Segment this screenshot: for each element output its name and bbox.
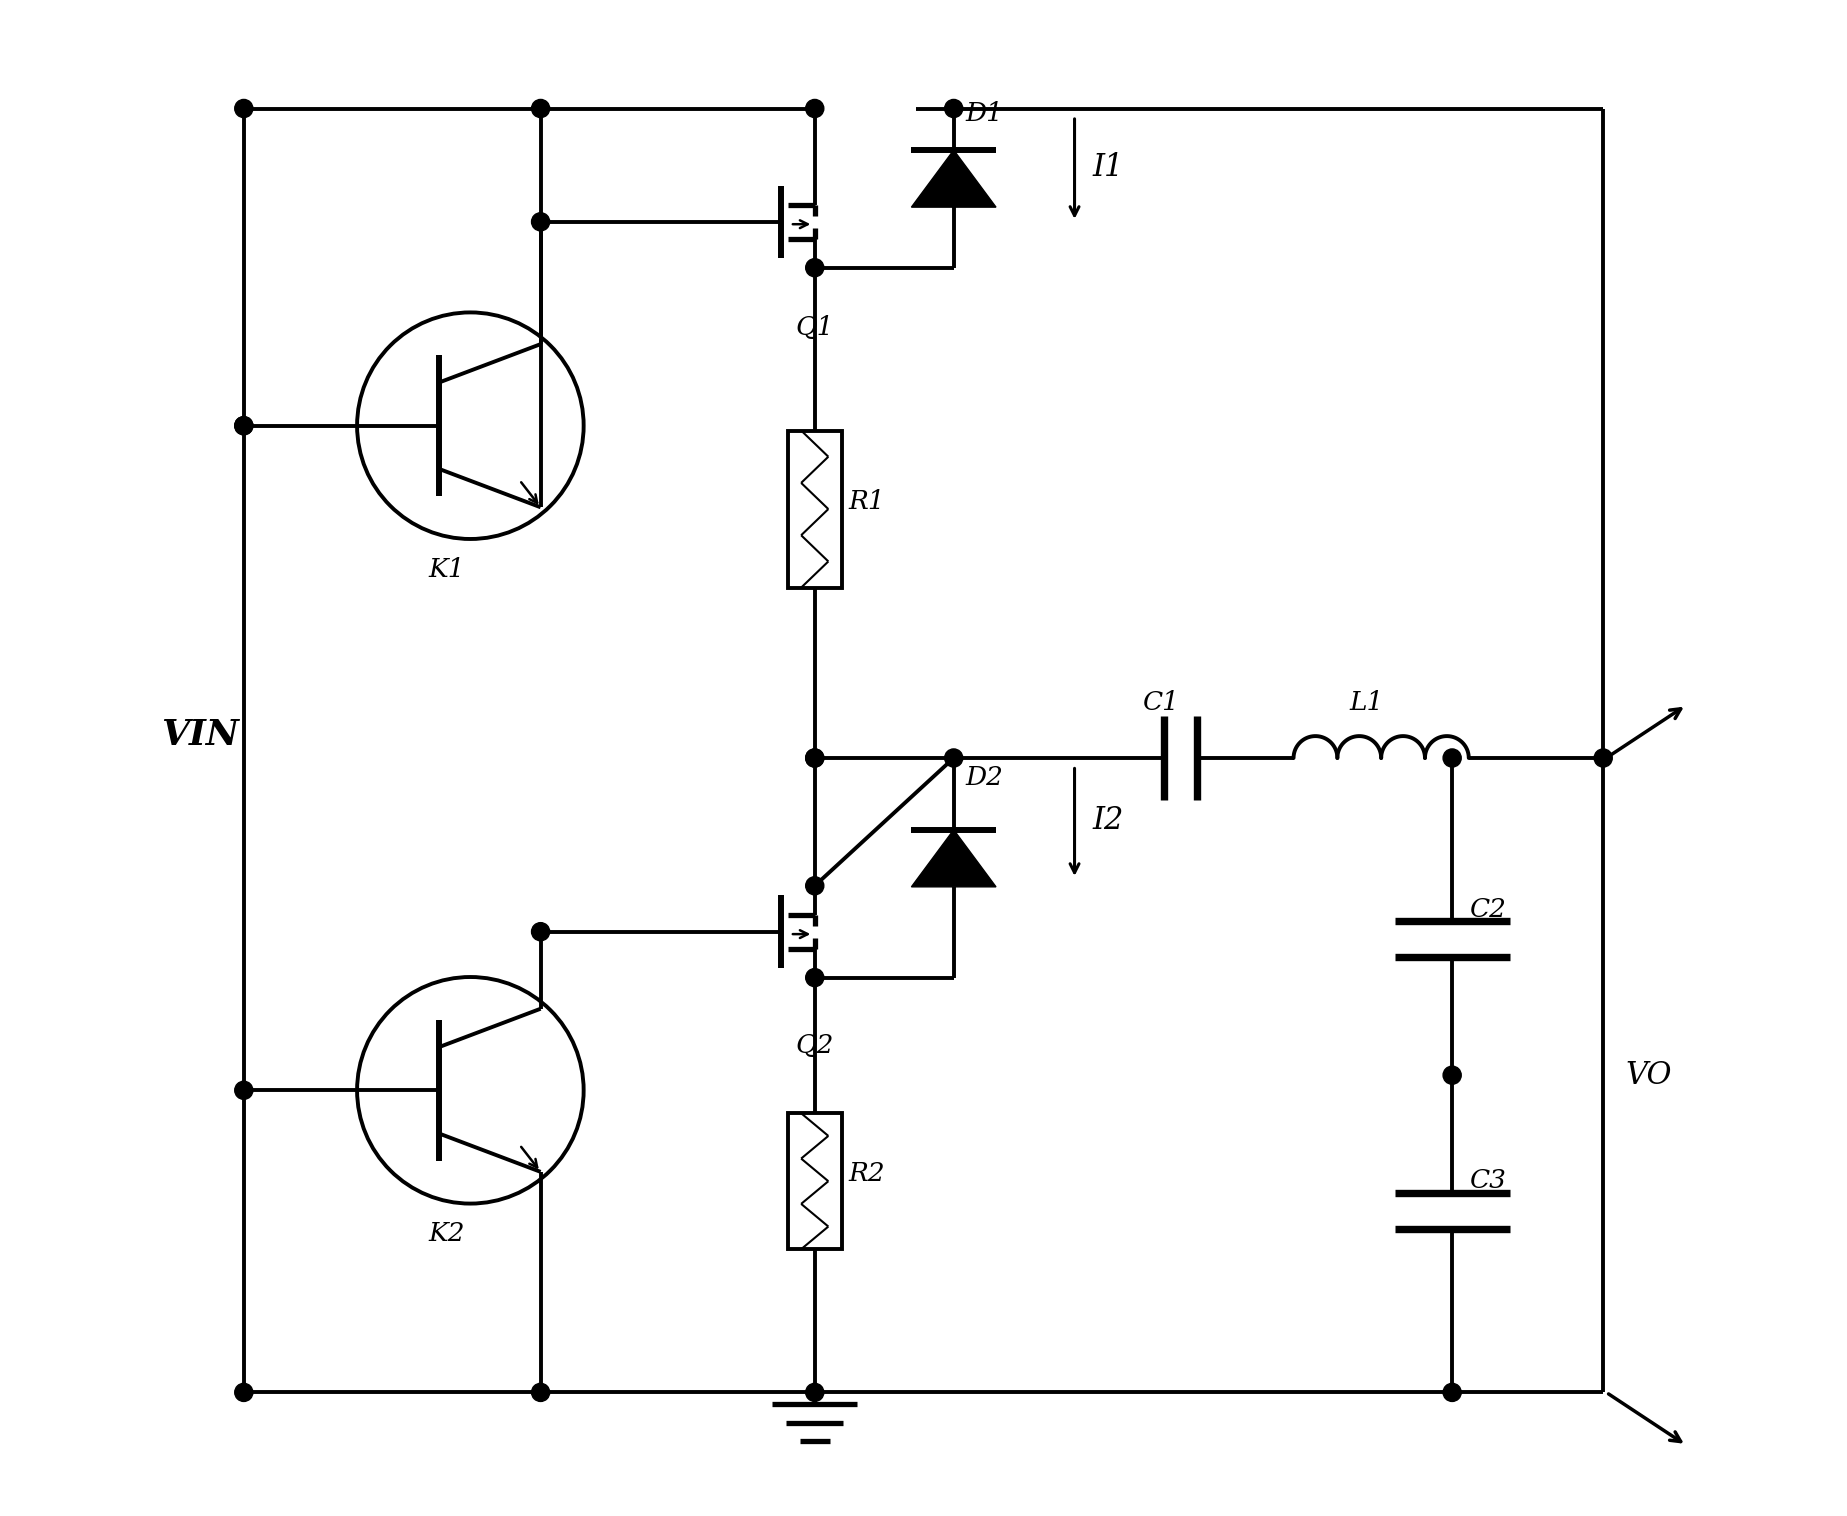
Circle shape — [805, 749, 824, 767]
Text: R1: R1 — [848, 490, 885, 514]
Circle shape — [235, 1081, 253, 1099]
Circle shape — [805, 100, 824, 118]
Text: C1: C1 — [1143, 690, 1180, 714]
Circle shape — [532, 100, 550, 118]
Text: D2: D2 — [966, 766, 1003, 790]
Text: Q2: Q2 — [794, 1032, 833, 1058]
Text: I2: I2 — [1093, 805, 1125, 835]
Circle shape — [235, 100, 253, 118]
Text: C3: C3 — [1470, 1169, 1507, 1193]
Polygon shape — [911, 150, 996, 208]
Circle shape — [1594, 749, 1612, 767]
Circle shape — [532, 923, 550, 941]
Text: D1: D1 — [966, 100, 1003, 126]
Circle shape — [805, 259, 824, 277]
Circle shape — [1443, 749, 1461, 767]
Text: I1: I1 — [1093, 153, 1125, 183]
Text: R2: R2 — [848, 1161, 885, 1186]
Circle shape — [944, 749, 962, 767]
Bar — [787, 1113, 842, 1249]
Circle shape — [805, 969, 824, 987]
Circle shape — [532, 212, 550, 230]
Text: VO: VO — [1625, 1060, 1672, 1090]
Text: C2: C2 — [1470, 896, 1507, 922]
Circle shape — [805, 749, 824, 767]
Polygon shape — [911, 829, 996, 887]
Text: Q1: Q1 — [794, 315, 833, 340]
Circle shape — [805, 876, 824, 894]
Text: K2: K2 — [429, 1222, 465, 1246]
Circle shape — [1443, 1066, 1461, 1084]
Text: VIN: VIN — [161, 719, 238, 752]
Circle shape — [1443, 1383, 1461, 1401]
Circle shape — [235, 417, 253, 435]
Text: K1: K1 — [429, 556, 465, 582]
Circle shape — [944, 100, 962, 118]
Circle shape — [235, 1383, 253, 1401]
Bar — [787, 431, 842, 588]
Circle shape — [805, 1383, 824, 1401]
Circle shape — [235, 417, 253, 435]
Text: L1: L1 — [1350, 690, 1383, 714]
Circle shape — [532, 1383, 550, 1401]
